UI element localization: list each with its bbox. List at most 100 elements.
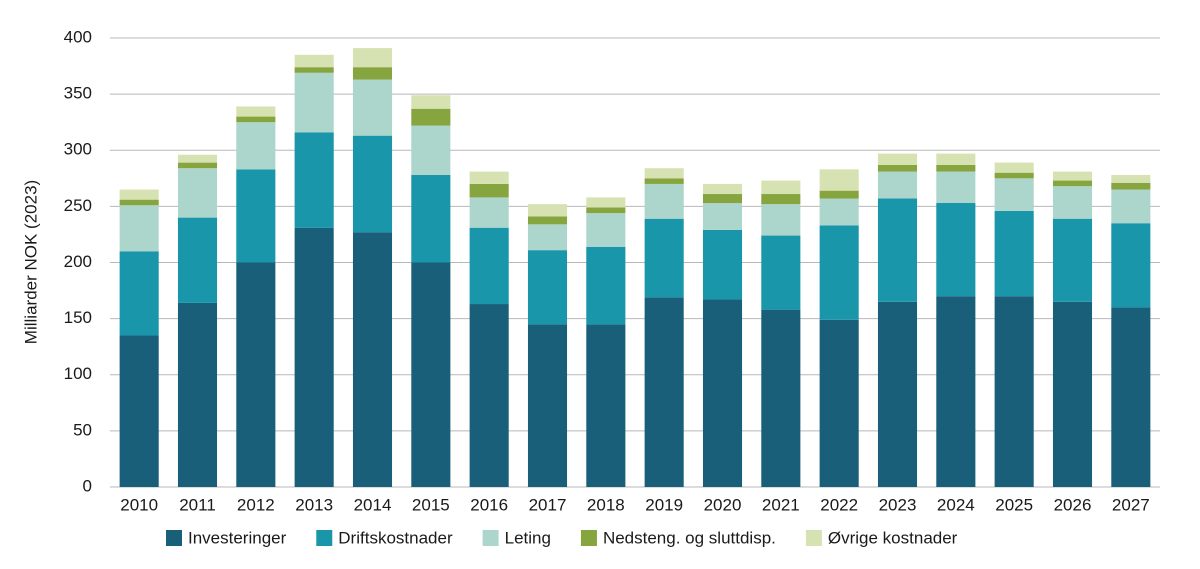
- x-tick-label: 2024: [937, 495, 975, 514]
- bar-segment: [352, 67, 393, 80]
- bar-segment: [1052, 301, 1093, 487]
- bar-segment: [644, 297, 684, 487]
- bar-segment: [761, 180, 801, 195]
- bar-segment: [527, 216, 568, 225]
- x-tick-label: 2026: [1054, 495, 1092, 514]
- bar-segment: [702, 299, 743, 487]
- bar-segment: [1052, 180, 1093, 187]
- bar-segment: [236, 106, 276, 117]
- bar-segment: [119, 251, 159, 336]
- bar-segment: [411, 125, 451, 175]
- bar-segment: [236, 169, 276, 263]
- legend-swatch: [580, 530, 597, 546]
- bar-segment: [586, 197, 626, 208]
- x-tick-label: 2021: [762, 495, 800, 514]
- x-tick-label: 2020: [704, 495, 742, 514]
- y-tick-label: 150: [64, 308, 92, 327]
- y-tick-label: 200: [64, 252, 92, 271]
- bar-segment: [877, 198, 918, 302]
- bar-segment: [702, 194, 743, 204]
- bar-segment: [1052, 186, 1093, 219]
- bar-segment: [586, 213, 626, 247]
- bar-segment: [177, 154, 218, 163]
- x-tick-label: 2018: [587, 495, 625, 514]
- bar-segment: [877, 301, 918, 487]
- bar-segment: [294, 132, 334, 228]
- bar-segment: [936, 296, 976, 487]
- bar-segment: [411, 174, 451, 263]
- bar-segment: [644, 218, 684, 298]
- x-tick-label: 2015: [412, 495, 450, 514]
- bar-segment: [469, 197, 509, 228]
- legend-swatch: [482, 530, 499, 546]
- y-tick-label: 300: [64, 140, 92, 159]
- y-tick-label: 400: [64, 27, 92, 46]
- x-tick-label: 2023: [879, 495, 917, 514]
- bar-segment: [294, 54, 334, 68]
- bar-segment: [994, 178, 1034, 211]
- x-tick-label: 2014: [354, 495, 392, 514]
- legend-swatch: [166, 530, 182, 546]
- bar-segment: [527, 204, 568, 217]
- bar-segment: [877, 153, 918, 165]
- bar-segment: [119, 205, 159, 252]
- bar-segment: [644, 178, 684, 184]
- y-tick-label: 0: [83, 476, 92, 495]
- bar-segment: [177, 302, 218, 487]
- bar-segment: [469, 304, 509, 487]
- bar-segment: [702, 183, 743, 195]
- y-tick-label: 250: [64, 196, 92, 215]
- bar-segment: [236, 262, 276, 487]
- bar-segment: [236, 122, 276, 170]
- bar-segment: [411, 262, 451, 487]
- bar-segment: [936, 171, 976, 204]
- bar-segment: [1052, 171, 1093, 181]
- bar-segment: [527, 250, 568, 325]
- bar-segment: [236, 116, 276, 123]
- x-tick-label: 2011: [179, 495, 216, 514]
- bar-segment: [994, 210, 1034, 297]
- bar-segment: [702, 229, 743, 300]
- x-tick-label: 2012: [237, 495, 275, 514]
- bar-segment: [1111, 189, 1151, 224]
- bar-segment: [761, 309, 801, 487]
- bar-segment: [819, 190, 859, 199]
- y-tick-label: 100: [64, 364, 92, 383]
- bar-segment: [877, 171, 918, 199]
- bar-segment: [294, 72, 334, 133]
- bar-segment: [644, 183, 684, 219]
- legend-swatch: [316, 530, 333, 546]
- x-tick-label: 2027: [1112, 495, 1150, 514]
- bar-segment: [177, 217, 218, 303]
- bar-segment: [819, 169, 859, 191]
- bar-segment: [352, 48, 393, 68]
- legend-label: Driftskostnader: [338, 528, 453, 547]
- bar-segment: [352, 79, 393, 136]
- y-axis-label: Milliarder NOK (2023): [21, 180, 40, 344]
- bar-segment: [177, 162, 218, 169]
- bar-segment: [702, 203, 743, 230]
- bar-segment: [352, 135, 393, 233]
- x-tick-label: 2010: [120, 495, 158, 514]
- bar-segment: [586, 246, 626, 325]
- legend-label: Investeringer: [188, 528, 287, 547]
- legend-label: Øvrige kostnader: [828, 528, 958, 547]
- bar-segment: [761, 194, 801, 205]
- bar-segment: [819, 198, 859, 226]
- bar-segment: [294, 227, 334, 487]
- bar-segment: [119, 199, 159, 206]
- bar-segment: [527, 224, 568, 251]
- bar-segment: [761, 235, 801, 310]
- bar-segment: [819, 225, 859, 320]
- bar-segment: [994, 162, 1034, 173]
- y-tick-label: 50: [73, 420, 92, 439]
- x-tick-label: 2025: [995, 495, 1033, 514]
- legend-label: Leting: [505, 528, 551, 547]
- bar-segment: [877, 164, 918, 172]
- bar-segment: [527, 324, 568, 487]
- bar-segment: [936, 153, 976, 165]
- y-tick-label: 350: [64, 84, 92, 103]
- bar-segment: [1052, 218, 1093, 302]
- bar-segment: [469, 171, 509, 184]
- bar-segment: [819, 319, 859, 487]
